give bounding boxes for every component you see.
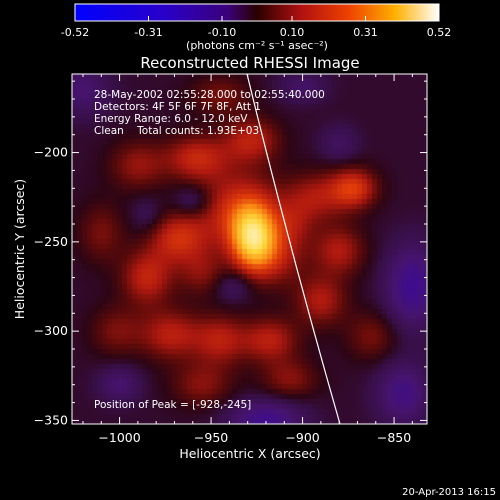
colorbar: -0.52 -0.31 -0.10 0.10 0.31 0.52 (photons cm⁻… xyxy=(61,3,451,52)
y-axis-ticks: −200 −250 −300 −350 xyxy=(34,80,427,427)
solar-limb xyxy=(246,74,341,424)
x-tick-label: −950 xyxy=(194,430,228,445)
annotation-detectors: Detectors: 4F 5F 6F 7F 8F, Att 1 xyxy=(94,101,261,113)
colorbar-tick-label: -0.31 xyxy=(134,26,162,39)
annotation-energy-range: Energy Range: 6.0 - 12.0 keV xyxy=(94,113,248,125)
x-axis-label: Heliocentric X (arcsec) xyxy=(179,446,320,461)
colorbar-tick-marks xyxy=(74,16,440,21)
colorbar-tick-label: -0.10 xyxy=(208,26,236,39)
x-tick-label: −1000 xyxy=(98,430,140,445)
annotation-peak-position: Position of Peak = [-928,-245] xyxy=(94,399,251,411)
colorbar-tick-label: -0.52 xyxy=(61,26,89,39)
y-tick-label: −350 xyxy=(34,412,68,427)
render-timestamp: 20-Apr-2013 16:15 xyxy=(402,487,496,498)
colorbar-tick-label: 0.52 xyxy=(427,26,452,39)
colorbar-tick-labels: -0.52 -0.31 -0.10 0.10 0.31 0.52 xyxy=(61,26,451,39)
colorbar-tick-label: 0.31 xyxy=(353,26,378,39)
y-tick-label: −300 xyxy=(34,323,68,338)
y-axis-label: Heliocentric Y (arcsec) xyxy=(12,179,27,319)
x-tick-label: −850 xyxy=(377,430,411,445)
y-tick-label: −200 xyxy=(34,145,68,160)
annotations: 28-May-2002 02:55:28.000 to 02:55:40.000… xyxy=(94,89,325,411)
colorbar-unit-label: (photons cm⁻² s⁻¹ asec⁻²) xyxy=(186,39,328,52)
plot-frame xyxy=(71,73,428,425)
y-tick-label: −250 xyxy=(34,234,68,249)
chart-title: Reconstructed RHESSI Image xyxy=(140,54,359,72)
x-axis-ticks: −1000 −950 −900 −850 xyxy=(82,74,413,445)
x-tick-label: −900 xyxy=(285,430,319,445)
heatmap-image xyxy=(72,74,427,424)
colorbar-tick-label: 0.10 xyxy=(280,26,305,39)
colorbar-gradient xyxy=(74,3,440,22)
plot-area: −1000 −950 −900 −850 −200 −250 −300 −350 xyxy=(34,73,428,445)
annotation-clean-counts: Clean Total counts: 1.93E+03 xyxy=(94,125,259,137)
annotation-time-range: 28-May-2002 02:55:28.000 to 02:55:40.000 xyxy=(94,89,325,101)
